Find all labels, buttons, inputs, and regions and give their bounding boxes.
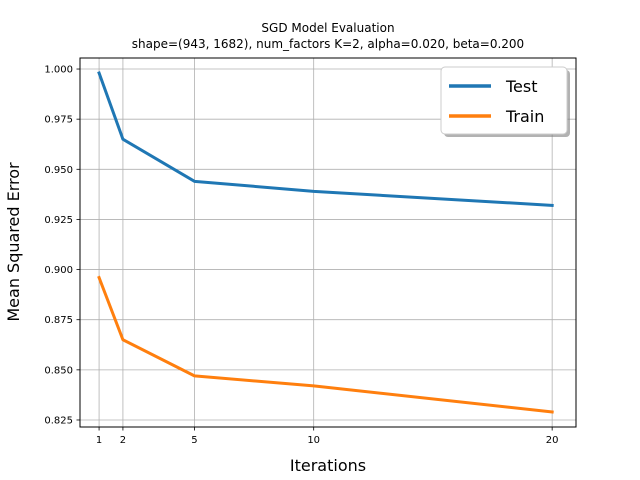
y-tick-label: 0.925 xyxy=(44,215,73,226)
y-tick-label: 0.900 xyxy=(44,265,73,276)
chart-title: SGD Model Evaluation xyxy=(261,21,394,35)
y-tick-label: 0.825 xyxy=(44,415,73,426)
x-tick-label: 1 xyxy=(96,435,102,446)
legend-label: Test xyxy=(505,77,538,96)
y-tick-label: 0.850 xyxy=(44,365,73,376)
x-axis-label: Iterations xyxy=(290,456,366,475)
legend: Test Train xyxy=(440,66,570,137)
x-tick-label: 2 xyxy=(120,435,126,446)
y-axis-label: Mean Squared Error xyxy=(4,162,23,322)
x-tick-label: 5 xyxy=(191,435,197,446)
y-axis: 0.825 0.850 0.875 0.900 0.925 0.950 0.975 1.000 xyxy=(44,65,80,426)
x-tick-label: 10 xyxy=(307,435,320,446)
y-tick-label: 0.975 xyxy=(44,115,73,126)
series-lines xyxy=(97,71,554,414)
plot-frame xyxy=(79,57,577,428)
series-line-test xyxy=(97,71,554,207)
y-tick-label: 1.000 xyxy=(44,65,73,76)
chart-subtitle: shape=(943, 1682), num_factors K=2, alph… xyxy=(132,37,524,51)
grid xyxy=(80,58,576,427)
legend-box xyxy=(440,66,568,135)
x-axis: 1 2 5 10 20 xyxy=(96,427,559,446)
y-tick-label: 0.875 xyxy=(44,315,73,326)
y-tick-label: 0.950 xyxy=(44,165,73,176)
series-line-train xyxy=(97,275,554,414)
legend-label: Train xyxy=(505,107,544,126)
x-tick-label: 20 xyxy=(546,435,559,446)
